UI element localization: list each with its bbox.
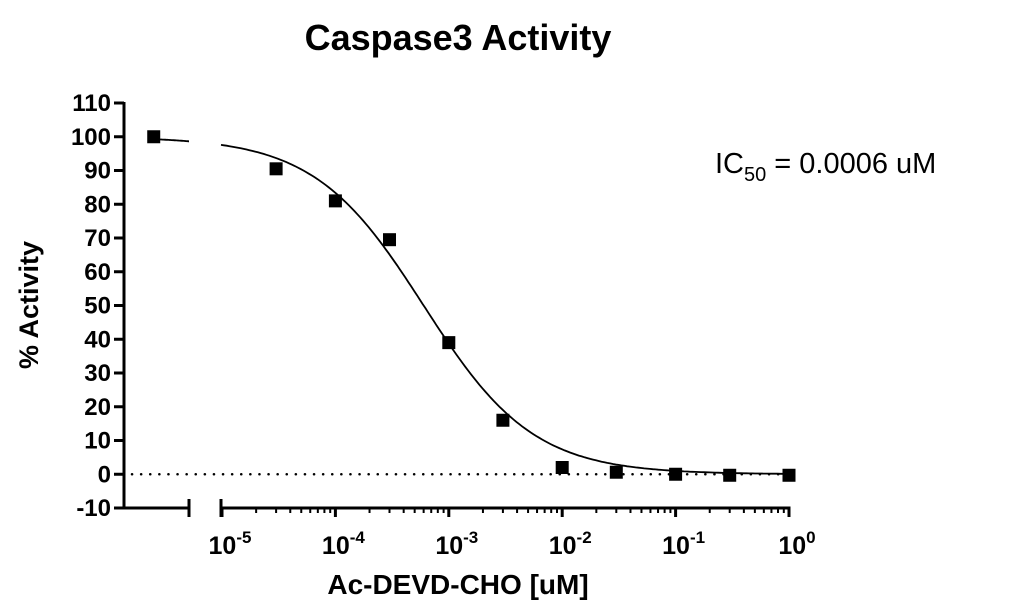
y-tick-label: 60 (84, 259, 111, 286)
x-tick-label: 10-2 (549, 528, 592, 560)
data-point (669, 467, 683, 481)
y-tick-label: -10 (76, 495, 111, 522)
x-tick-label: 10-4 (322, 528, 365, 560)
plot-area (130, 130, 796, 482)
y-tick-label: 20 (84, 394, 111, 421)
data-point (269, 162, 283, 176)
data-point (609, 465, 623, 479)
y-tick-label: 0 (98, 461, 111, 488)
data-point (328, 194, 342, 208)
x-tick-label: 10-3 (435, 528, 478, 560)
y-tick-label: 40 (84, 326, 111, 353)
y-tick-label: 50 (84, 293, 111, 320)
data-point (383, 233, 397, 247)
data-point (442, 336, 456, 350)
data-point (782, 468, 796, 482)
y-tick-label: 80 (84, 191, 111, 218)
data-point (147, 130, 161, 144)
y-tick-label: 70 (84, 225, 111, 252)
x-axis-label: Ac-DEVD-CHO [uM] (327, 569, 588, 600)
fit-curve (220, 144, 789, 475)
y-tick-label: 100 (71, 124, 111, 151)
x-tick-label: 100 (778, 528, 815, 560)
y-axis-label: % Activity (14, 241, 44, 369)
y-tick-label: 90 (84, 158, 111, 185)
data-point (496, 413, 510, 427)
x-tick-label: 10-5 (209, 528, 252, 560)
data-point (555, 461, 569, 474)
x-tick-label: 10-1 (662, 528, 705, 560)
y-tick-label: 110 (72, 90, 111, 117)
data-point (723, 468, 737, 482)
y-tick-label: 30 (84, 360, 111, 387)
ic50-annotation: IC50 = 0.0006 uM (715, 148, 936, 186)
chart-title: Caspase3 Activity (305, 17, 612, 58)
y-tick-label: 10 (84, 428, 111, 455)
